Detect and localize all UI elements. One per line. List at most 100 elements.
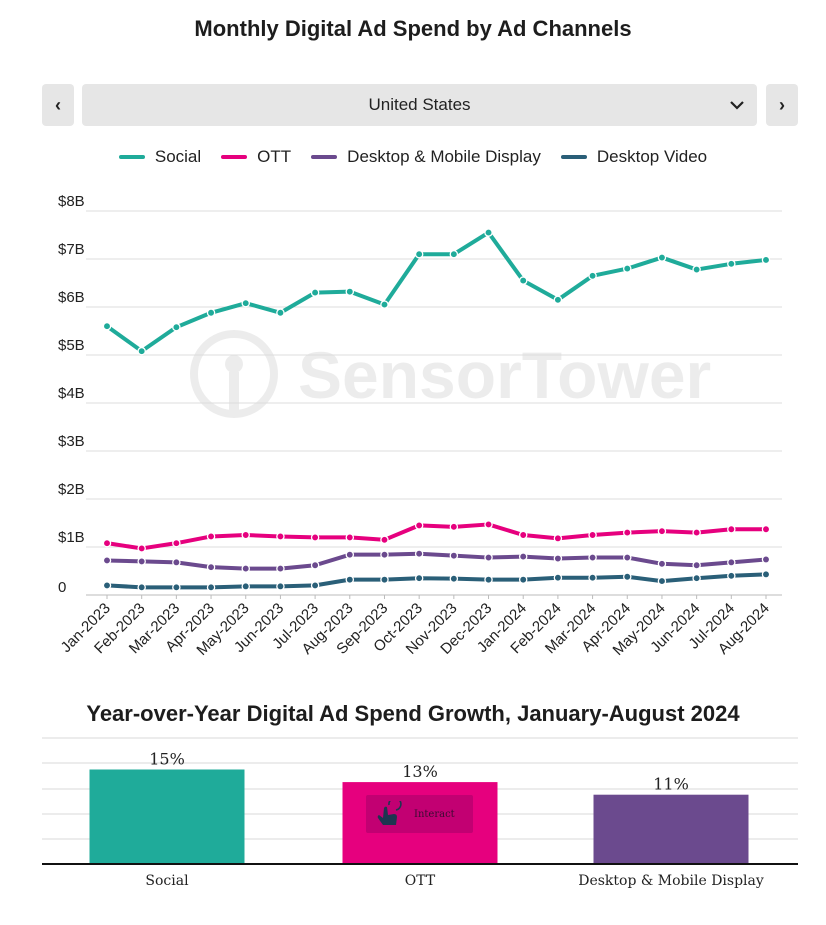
data-point-desktop-video[interactable]: [414, 573, 424, 583]
data-point-social[interactable]: [241, 298, 250, 308]
data-point-desktop-mobile-display[interactable]: [276, 564, 285, 573]
next-button[interactable]: ›: [766, 84, 798, 126]
data-point-desktop-mobile-display[interactable]: [172, 558, 181, 567]
interact-button[interactable]: Interact: [366, 795, 473, 833]
data-point-ott[interactable]: [623, 528, 632, 537]
data-point-desktop-video[interactable]: [588, 573, 597, 582]
legend-item-ott[interactable]: OTT: [221, 147, 291, 167]
data-point-desktop-mobile-display[interactable]: [206, 562, 216, 572]
data-point-desktop-video[interactable]: [449, 574, 459, 583]
data-point-social[interactable]: [484, 228, 493, 237]
data-point-desktop-video[interactable]: [102, 581, 112, 590]
legend-swatch: [560, 155, 587, 159]
data-point-desktop-video[interactable]: [172, 583, 181, 592]
data-point-ott[interactable]: [206, 532, 216, 541]
data-point-ott[interactable]: [380, 535, 389, 545]
data-point-social[interactable]: [692, 265, 701, 274]
data-point-ott[interactable]: [518, 530, 528, 540]
data-point-desktop-video[interactable]: [241, 582, 250, 591]
y-tick-label: $5B: [58, 337, 85, 354]
data-point-ott[interactable]: [484, 520, 493, 529]
data-point-social[interactable]: [553, 295, 563, 305]
data-point-ott[interactable]: [692, 528, 701, 537]
data-point-desktop-mobile-display[interactable]: [623, 553, 632, 562]
data-point-desktop-video[interactable]: [761, 570, 771, 579]
line-chart: SensorTower0$1B$2B$3B$4B$5B$6B$7B$8BJan-…: [58, 193, 782, 659]
legend-item-social[interactable]: Social: [118, 147, 201, 167]
data-point-social[interactable]: [206, 308, 216, 318]
data-point-desktop-mobile-display[interactable]: [380, 550, 389, 559]
data-point-desktop-mobile-display[interactable]: [102, 556, 112, 565]
bar-desktop-mobile-display[interactable]: [593, 794, 749, 864]
data-point-desktop-mobile-display[interactable]: [553, 554, 563, 563]
country-select[interactable]: United States: [82, 84, 757, 126]
data-point-social[interactable]: [727, 259, 736, 269]
hand-pointer-icon: [377, 801, 402, 825]
bar-social[interactable]: [89, 769, 245, 865]
data-point-ott[interactable]: [657, 526, 667, 536]
data-point-desktop-video[interactable]: [518, 575, 528, 584]
data-point-desktop-mobile-display[interactable]: [761, 555, 771, 564]
data-point-social[interactable]: [588, 271, 597, 281]
series-line-desktop-mobile-display: [106, 551, 767, 571]
prev-button[interactable]: ‹: [42, 84, 74, 126]
data-point-desktop-video[interactable]: [380, 575, 389, 584]
data-point-ott[interactable]: [761, 524, 771, 534]
data-point-ott[interactable]: [172, 538, 181, 548]
data-point-ott[interactable]: [727, 524, 736, 534]
data-point-desktop-mobile-display[interactable]: [657, 559, 667, 569]
data-point-ott[interactable]: [310, 533, 320, 542]
data-point-social[interactable]: [345, 287, 355, 296]
data-point-desktop-video[interactable]: [276, 582, 285, 591]
data-point-ott[interactable]: [588, 530, 597, 540]
data-point-desktop-mobile-display[interactable]: [727, 558, 736, 567]
data-point-social[interactable]: [518, 276, 528, 285]
chevron-down-icon: [730, 101, 744, 110]
data-point-desktop-mobile-display[interactable]: [449, 551, 459, 560]
data-point-ott[interactable]: [553, 534, 563, 543]
data-point-desktop-mobile-display[interactable]: [310, 560, 320, 570]
data-point-social[interactable]: [380, 300, 389, 309]
data-point-social[interactable]: [449, 249, 459, 259]
data-point-social[interactable]: [172, 322, 181, 332]
data-point-desktop-mobile-display[interactable]: [414, 549, 424, 558]
data-point-social[interactable]: [414, 249, 424, 259]
data-point-social[interactable]: [310, 288, 320, 297]
data-point-social[interactable]: [761, 255, 771, 265]
legend-item-desktop-video[interactable]: Desktop Video: [560, 147, 707, 167]
data-point-desktop-mobile-display[interactable]: [484, 553, 493, 562]
data-point-desktop-mobile-display[interactable]: [518, 552, 528, 561]
data-point-ott[interactable]: [345, 533, 355, 542]
data-point-desktop-video[interactable]: [623, 572, 632, 582]
data-point-desktop-video[interactable]: [484, 575, 493, 584]
data-point-desktop-mobile-display[interactable]: [345, 550, 355, 559]
data-point-ott[interactable]: [241, 530, 250, 540]
data-point-social[interactable]: [623, 264, 632, 273]
data-point-social[interactable]: [276, 308, 285, 318]
y-tick-label: $7B: [58, 241, 85, 258]
data-point-ott[interactable]: [276, 532, 285, 541]
data-point-desktop-video[interactable]: [206, 583, 216, 592]
data-point-desktop-video[interactable]: [727, 571, 736, 581]
data-point-social[interactable]: [102, 321, 112, 331]
data-point-desktop-video[interactable]: [345, 575, 355, 584]
data-point-desktop-video[interactable]: [137, 583, 146, 592]
data-point-social[interactable]: [137, 346, 146, 356]
country-select-value: United States: [368, 95, 471, 114]
data-point-ott[interactable]: [102, 538, 112, 548]
data-point-desktop-video[interactable]: [553, 573, 563, 582]
y-tick-label: 0: [58, 579, 66, 596]
data-point-desktop-video[interactable]: [310, 581, 320, 590]
data-point-social[interactable]: [657, 253, 667, 262]
data-point-ott[interactable]: [137, 544, 146, 553]
data-point-desktop-mobile-display[interactable]: [137, 557, 146, 566]
data-point-desktop-video[interactable]: [657, 576, 667, 586]
data-point-desktop-mobile-display[interactable]: [692, 560, 701, 570]
bar-category-label: Desktop & Mobile Display: [578, 873, 764, 889]
data-point-desktop-mobile-display[interactable]: [588, 553, 597, 562]
data-point-desktop-video[interactable]: [692, 573, 701, 583]
data-point-ott[interactable]: [449, 522, 459, 532]
legend-item-desktop-mobile-display[interactable]: Desktop & Mobile Display: [311, 147, 541, 167]
data-point-ott[interactable]: [414, 521, 424, 530]
data-point-desktop-mobile-display[interactable]: [241, 564, 250, 573]
